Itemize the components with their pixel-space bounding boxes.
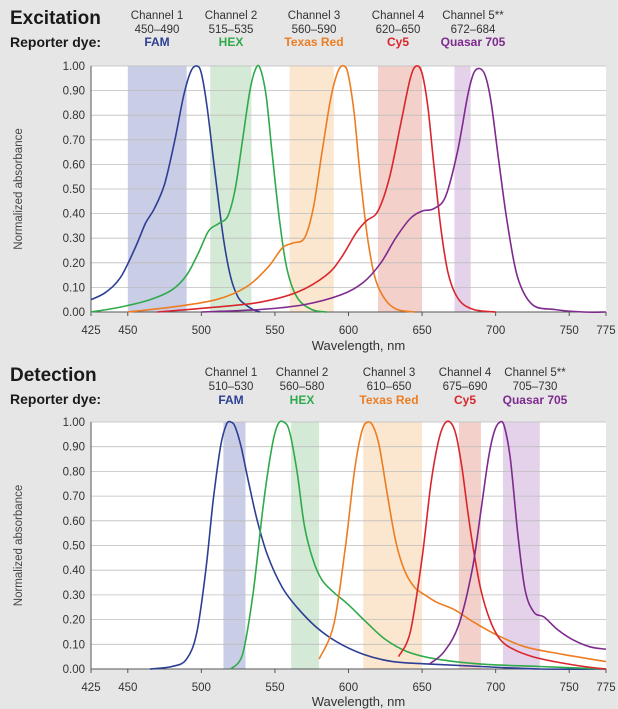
channel-dye: HEX	[219, 35, 244, 49]
channel-name: Channel 2	[276, 367, 328, 379]
channel-range: 610–650	[367, 381, 412, 393]
series-line	[90, 65, 261, 313]
x-tick-label: 650	[412, 682, 431, 694]
series-line	[127, 64, 415, 313]
channel-dye: Texas Red	[284, 35, 343, 49]
channel-range: 705–730	[513, 381, 558, 393]
channel-name: Channel 3	[288, 10, 340, 22]
y-tick-label: 0.10	[63, 639, 85, 651]
channel-range: 510–530	[209, 381, 254, 393]
x-tick-label: 600	[339, 682, 358, 694]
channel-name: Channel 1	[131, 10, 183, 22]
y-tick-label: 0.60	[63, 159, 85, 171]
y-tick-label: 0.30	[63, 590, 85, 602]
y-tick-label: 0.50	[63, 541, 85, 553]
x-tick-label: 425	[81, 325, 100, 337]
reporter-dye-label: Reporter dye:	[10, 34, 101, 50]
y-tick-label: 0.30	[63, 233, 85, 245]
channel-dye: FAM	[144, 35, 169, 49]
channel-name: Channel 1	[205, 367, 257, 379]
y-tick-label: 0.80	[63, 110, 85, 122]
x-axis-label: Wavelength, nm	[312, 694, 405, 709]
channel-dye: Cy5	[387, 35, 409, 49]
detection-panel: Detection Reporter dye: Channel 1 510–530FA…	[10, 365, 616, 709]
channel-dye: FAM	[218, 393, 243, 407]
channel-name: Channel 2	[205, 10, 257, 22]
panel-title: Detection	[10, 365, 97, 386]
y-tick-label: 0.50	[63, 184, 85, 196]
series-line	[428, 420, 607, 665]
channel-range: 560–580	[280, 381, 325, 393]
series-line	[149, 420, 607, 670]
y-axis-label: Normalized absorbance	[13, 485, 25, 606]
panel-title: Excitation	[10, 8, 101, 29]
y-tick-label: 0.90	[63, 86, 85, 98]
x-axis-label: Wavelength, nm	[312, 338, 405, 353]
y-tick-label: 0.00	[63, 664, 85, 676]
x-tick-label: 500	[192, 325, 211, 337]
series-line	[90, 64, 327, 313]
y-tick-label: 0.70	[63, 491, 85, 503]
y-tick-label: 0.80	[63, 466, 85, 478]
x-tick-label: 500	[192, 682, 211, 694]
series-line	[397, 420, 607, 670]
y-tick-label: 0.00	[63, 307, 85, 319]
channel-dye: Texas Red	[359, 393, 418, 407]
x-tick-label: 700	[486, 325, 505, 337]
x-tick-label: 700	[486, 682, 505, 694]
y-tick-label: 1.00	[63, 61, 85, 73]
x-tick-label: 650	[412, 325, 431, 337]
y-tick-label: 0.20	[63, 258, 85, 270]
channel-name: Channel 5**	[442, 10, 504, 22]
y-tick-label: 0.20	[63, 615, 85, 627]
y-tick-label: 0.90	[63, 442, 85, 454]
channel-dye: Cy5	[454, 393, 476, 407]
x-tick-label: 750	[560, 325, 579, 337]
y-tick-label: 0.40	[63, 209, 85, 221]
x-tick-label: 775	[596, 682, 615, 694]
y-axis-label: Normalized absorbance	[13, 128, 25, 249]
channel-range: 560–590	[292, 24, 337, 36]
x-tick-label: 550	[265, 325, 284, 337]
x-tick-label: 550	[265, 682, 284, 694]
channel-range: 515–535	[209, 24, 254, 36]
x-tick-label: 600	[339, 325, 358, 337]
series-line	[201, 67, 607, 313]
y-tick-label: 1.00	[63, 417, 85, 429]
y-tick-label: 0.40	[63, 565, 85, 577]
x-tick-label: 425	[81, 682, 100, 694]
x-tick-label: 750	[560, 682, 579, 694]
channel-name: Channel 4	[439, 367, 492, 379]
reporter-dye-label: Reporter dye:	[10, 391, 101, 407]
channel-dye: Quasar 705	[503, 393, 568, 407]
series-line	[230, 420, 607, 670]
channel-dye: Quasar 705	[441, 35, 506, 49]
series-line	[318, 421, 607, 663]
channel-range: 672–684	[451, 24, 496, 36]
series-line	[157, 65, 496, 313]
channel-range: 620–650	[376, 24, 421, 36]
x-tick-label: 775	[596, 325, 615, 337]
channel-range: 450–490	[135, 24, 180, 36]
channel-name: Channel 5**	[504, 367, 566, 379]
y-tick-label: 0.70	[63, 135, 85, 147]
y-tick-label: 0.60	[63, 516, 85, 528]
y-tick-label: 0.10	[63, 282, 85, 294]
channel-name: Channel 4	[372, 10, 425, 22]
channel-name: Channel 3	[363, 367, 415, 379]
channel-dye: HEX	[290, 393, 315, 407]
x-tick-label: 450	[118, 682, 137, 694]
channel-range: 675–690	[443, 381, 488, 393]
x-tick-label: 450	[118, 325, 137, 337]
excitation-panel: Excitation Reporter dye: Channel 1 450–490F…	[10, 8, 616, 353]
